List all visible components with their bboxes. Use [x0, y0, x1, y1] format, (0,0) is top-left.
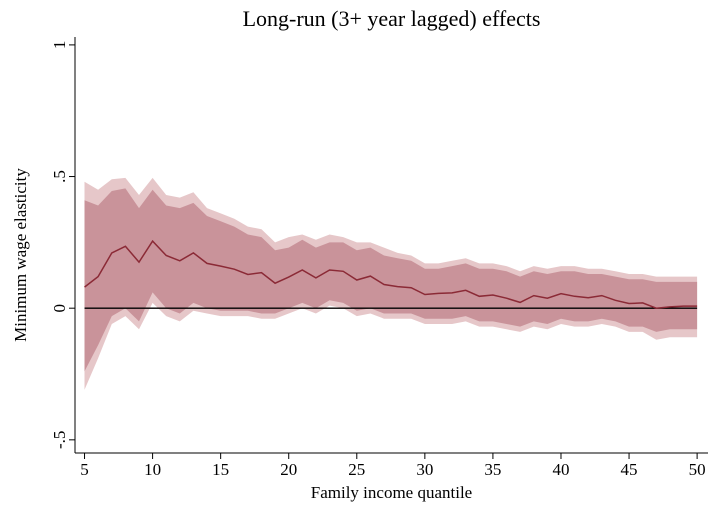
x-tick-label: 5 [80, 460, 89, 479]
y-axis-label: Minimum wage elasticity [11, 168, 30, 342]
axes: 5 10 15 20 25 30 35 40 45 50 -.5 0 .5 1 [50, 37, 708, 479]
plot-area [84, 177, 698, 390]
y-tick-label: 1 [50, 41, 69, 50]
y-tick-label: .5 [50, 170, 69, 183]
x-tick-label: 25 [348, 460, 365, 479]
x-tick-label: 15 [212, 460, 229, 479]
y-tick-label: 0 [50, 304, 69, 313]
x-tick-label: 50 [689, 460, 706, 479]
ci-inner-band [84, 188, 698, 372]
x-tick-label: 45 [621, 460, 638, 479]
x-axis-label: Family income quantile [311, 483, 472, 502]
x-tick-label: 40 [552, 460, 569, 479]
estimate-line [84, 239, 698, 309]
x-tick-label: 20 [280, 460, 297, 479]
x-tick-label: 30 [416, 460, 433, 479]
x-tick-label: 10 [144, 460, 161, 479]
y-tick-label: -.5 [50, 431, 69, 449]
x-tick-label: 35 [484, 460, 501, 479]
chart-title: Long-run (3+ year lagged) effects [243, 6, 541, 31]
